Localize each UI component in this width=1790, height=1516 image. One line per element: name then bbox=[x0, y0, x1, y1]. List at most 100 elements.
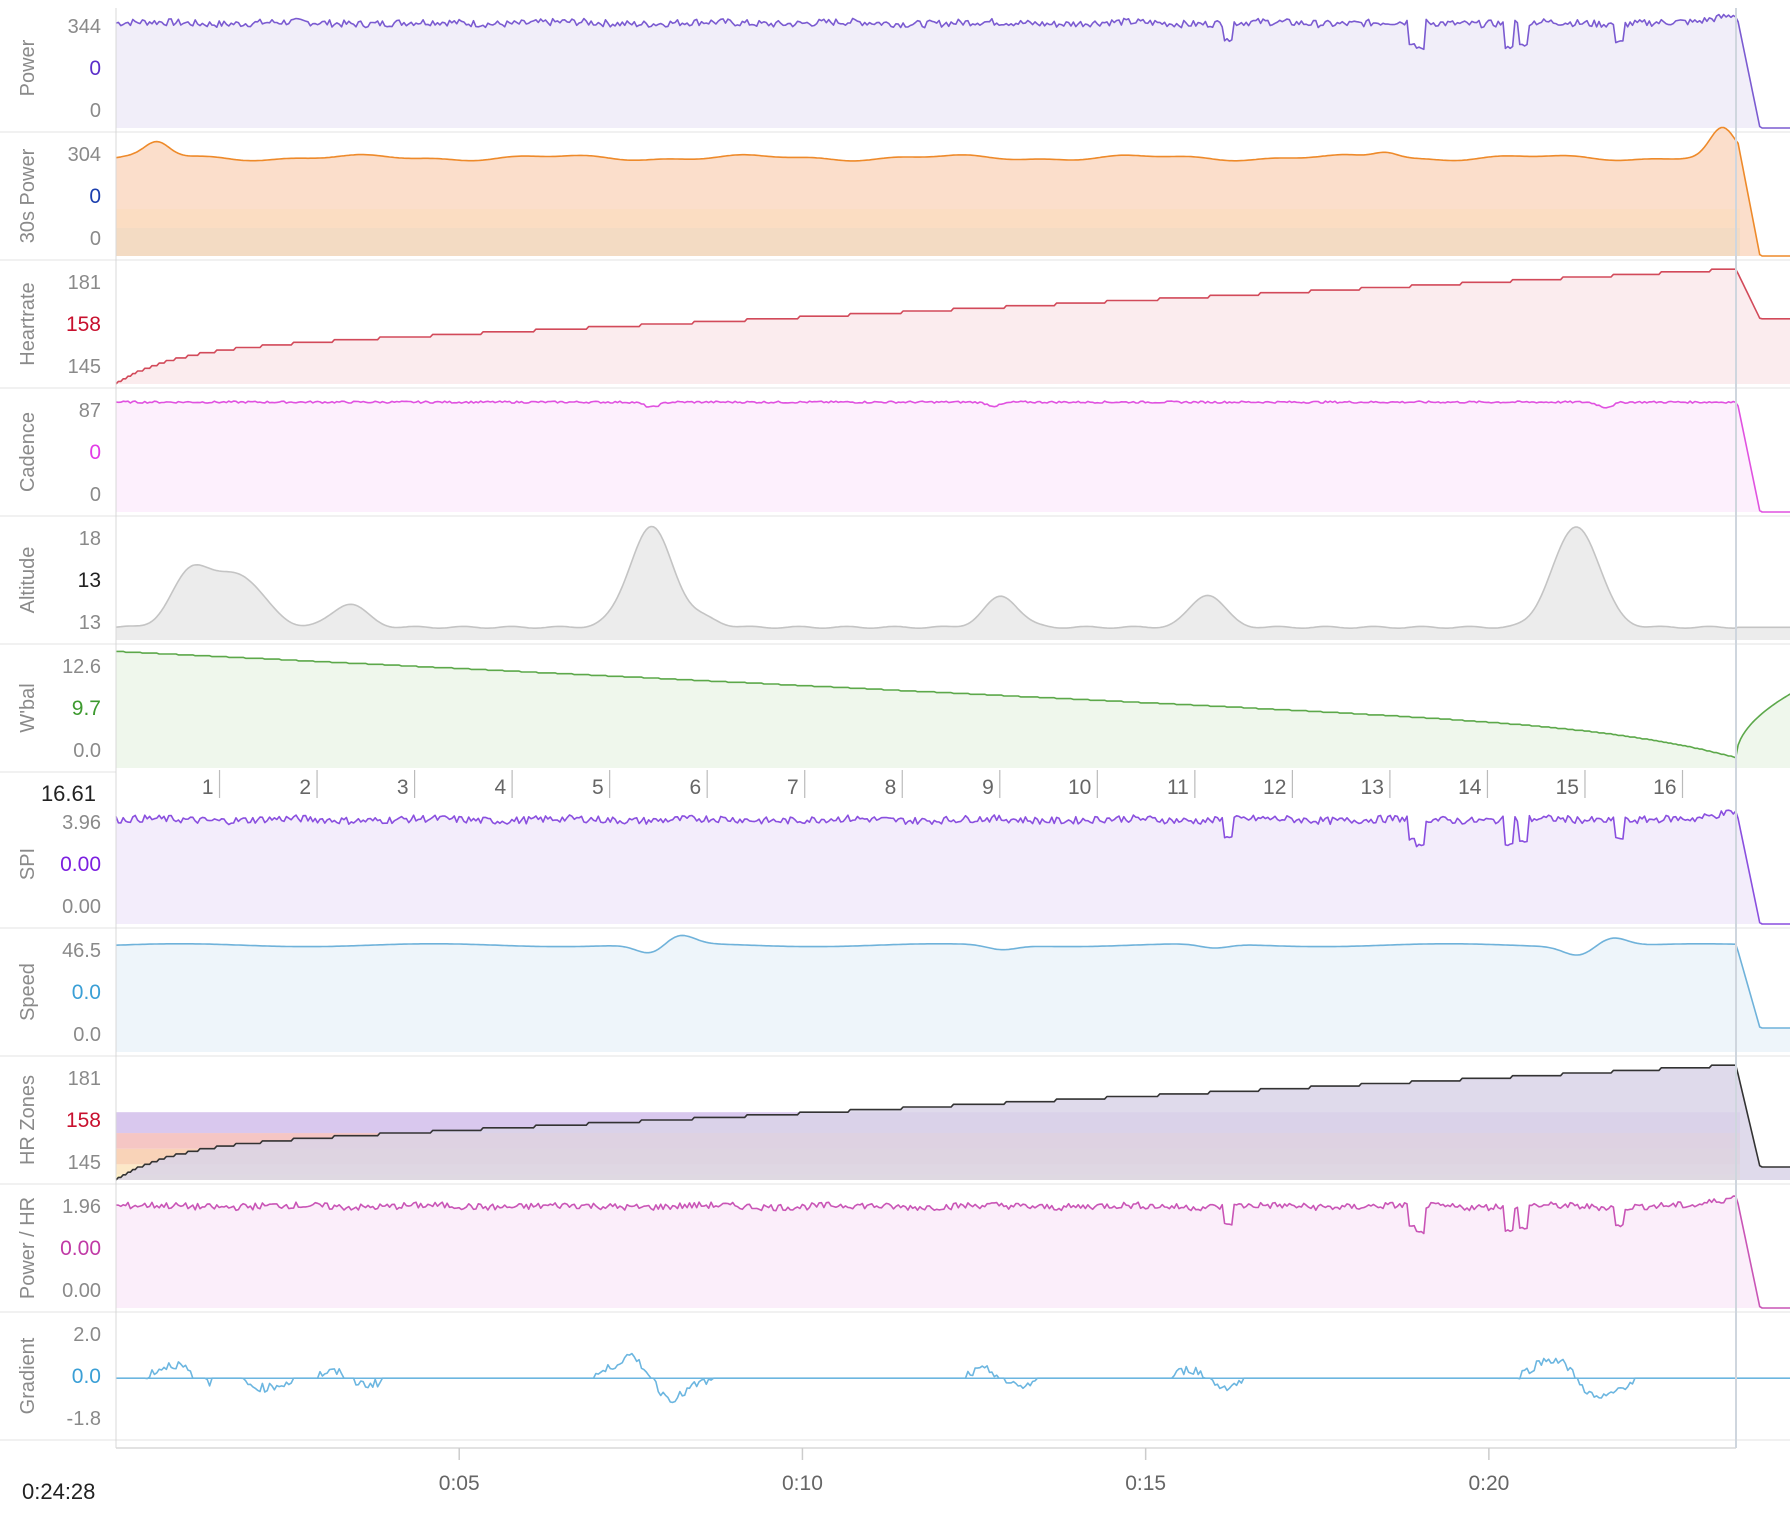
series-area-altitude bbox=[116, 526, 1790, 640]
series-area-30s-power bbox=[116, 127, 1790, 256]
series-line-power-hr bbox=[115, 1195, 1790, 1309]
current-value: 0.00 bbox=[60, 853, 101, 876]
current-value: 0.0 bbox=[72, 1365, 101, 1388]
y-tick-label: 87 bbox=[79, 400, 101, 422]
elapsed-readout: 0:24:28 bbox=[22, 1479, 95, 1504]
y-tick-label: 18 bbox=[79, 528, 101, 550]
series-line-gradient bbox=[116, 1352, 1790, 1404]
distance-tick-label: 11 bbox=[1167, 776, 1189, 799]
distance-tick-label: 7 bbox=[787, 776, 799, 799]
y-tick-label: 181 bbox=[68, 1068, 101, 1090]
series-line-cadence bbox=[115, 400, 1790, 513]
current-value: 0 bbox=[89, 441, 101, 464]
panel-power[interactable]: Power 344 0 0 bbox=[0, 13, 1790, 133]
distance-tick-label: 14 bbox=[1458, 776, 1482, 799]
y-tick-label: 344 bbox=[68, 16, 101, 38]
distance-tick-label: 8 bbox=[885, 776, 897, 799]
distance-readout: 16.61 bbox=[41, 781, 96, 806]
panel-label: Cadence bbox=[17, 412, 39, 492]
y-tick-label: 1.96 bbox=[62, 1196, 101, 1218]
current-value: 13 bbox=[78, 569, 101, 592]
y-tick-label: 0.0 bbox=[73, 740, 101, 762]
series-area-power bbox=[116, 14, 1790, 128]
series-area-hr-zones bbox=[116, 1065, 1790, 1180]
panel-power-hr[interactable]: Power / HR 1.96 0.00 0.00 bbox=[0, 1195, 1790, 1313]
distance-tick-label: 16 bbox=[1653, 776, 1676, 799]
distance-tick-label: 2 bbox=[299, 776, 311, 799]
panel-label: Heartrate bbox=[17, 282, 39, 365]
series-area-cadence bbox=[116, 401, 1790, 512]
current-value: 158 bbox=[66, 1109, 101, 1132]
y-tick-label: 181 bbox=[68, 272, 101, 294]
time-tick-label: 0:05 bbox=[439, 1472, 480, 1495]
series-area-spi bbox=[116, 810, 1790, 924]
time-axis: 0:05 0:10 0:15 0:20 bbox=[115, 8, 1736, 1495]
series-area-heartrate bbox=[116, 269, 1790, 384]
current-value: 0 bbox=[89, 57, 101, 80]
series-line-w-bal bbox=[116, 650, 1790, 759]
panel-label: W'bal bbox=[17, 683, 39, 732]
panel-label: SPI bbox=[17, 848, 39, 880]
current-value: 0.00 bbox=[60, 1237, 101, 1260]
series-line-heartrate bbox=[115, 268, 1790, 385]
panel-altitude[interactable]: Altitude 18 13 13 bbox=[0, 525, 1790, 645]
distance-tick-label: 1 bbox=[202, 776, 214, 799]
panel-hr-zones[interactable]: HR Zones 181 158 145 bbox=[0, 1064, 1790, 1185]
y-tick-label: 2.0 bbox=[73, 1324, 101, 1346]
y-tick-label: 3.96 bbox=[62, 812, 101, 834]
time-tick-label: 0:15 bbox=[1125, 1472, 1166, 1495]
time-tick-label: 0:10 bbox=[782, 1472, 823, 1495]
distance-axis-band bbox=[116, 770, 1790, 798]
series-area-speed bbox=[116, 935, 1790, 1052]
series-area-power-hr bbox=[116, 1196, 1790, 1308]
current-value: 0.0 bbox=[72, 981, 101, 1004]
panel-label: Power bbox=[17, 39, 39, 96]
distance-tick-label: 6 bbox=[690, 776, 702, 799]
current-value: 158 bbox=[66, 313, 101, 336]
y-tick-label: 13 bbox=[79, 612, 101, 634]
series-area-w-bal bbox=[116, 651, 1790, 768]
current-value: 9.7 bbox=[72, 697, 101, 720]
y-tick-label: 0.00 bbox=[62, 1280, 101, 1302]
y-tick-label: 0 bbox=[90, 100, 101, 122]
y-tick-label: 12.6 bbox=[62, 656, 101, 678]
y-tick-label: 0.0 bbox=[73, 1024, 101, 1046]
time-tick-label: 0:20 bbox=[1468, 1472, 1509, 1495]
distance-tick-label: 13 bbox=[1361, 776, 1384, 799]
panel-w-bal[interactable]: W'bal 12.6 9.7 0.0 bbox=[0, 650, 1790, 773]
series-line-30s-power bbox=[115, 126, 1790, 257]
panel-gradient[interactable]: Gradient 2.0 0.0 -1.8 bbox=[0, 1324, 1790, 1441]
panel-spi[interactable]: SPI 3.96 0.00 0.00 bbox=[0, 809, 1790, 929]
y-tick-label: 46.5 bbox=[62, 940, 101, 962]
panel-label: Power / HR bbox=[17, 1197, 39, 1299]
panel-label: 30s Power bbox=[17, 148, 39, 243]
series-line-altitude bbox=[115, 525, 1790, 629]
current-value: 0 bbox=[89, 185, 101, 208]
distance-axis: 1 2 3 4 5 6 7 8 9 10 11 12 13 14 15 16 bbox=[116, 770, 1790, 799]
y-tick-label: 0 bbox=[90, 228, 101, 250]
y-tick-label: 145 bbox=[68, 356, 101, 378]
y-tick-label: 304 bbox=[68, 144, 101, 166]
distance-tick-label: 10 bbox=[1068, 776, 1091, 799]
distance-tick-label: 3 bbox=[397, 776, 409, 799]
y-tick-label: 145 bbox=[68, 1152, 101, 1174]
distance-tick-label: 4 bbox=[494, 776, 506, 799]
series-line-spi bbox=[115, 809, 1790, 925]
y-tick-label: 0.00 bbox=[62, 896, 101, 918]
panel-heartrate[interactable]: Heartrate 181 158 145 bbox=[0, 268, 1790, 389]
panel-speed[interactable]: Speed 46.5 0.0 0.0 bbox=[0, 934, 1790, 1057]
y-tick-label: -1.8 bbox=[67, 1408, 101, 1430]
panel-label: Speed bbox=[17, 963, 39, 1021]
panel-label: Gradient bbox=[17, 1337, 39, 1414]
distance-tick-label: 15 bbox=[1556, 776, 1579, 799]
panel-30s-power[interactable]: 30s Power 304 0 0 bbox=[0, 126, 1790, 261]
panel-cadence[interactable]: Cadence 87 0 0 bbox=[0, 400, 1790, 517]
distance-tick-label: 5 bbox=[592, 776, 604, 799]
series-line-power bbox=[115, 13, 1790, 129]
y-tick-label: 0 bbox=[90, 484, 101, 506]
panel-label: HR Zones bbox=[17, 1075, 39, 1165]
series-line-speed bbox=[115, 934, 1790, 1029]
series-line-hr-zones bbox=[115, 1064, 1790, 1181]
